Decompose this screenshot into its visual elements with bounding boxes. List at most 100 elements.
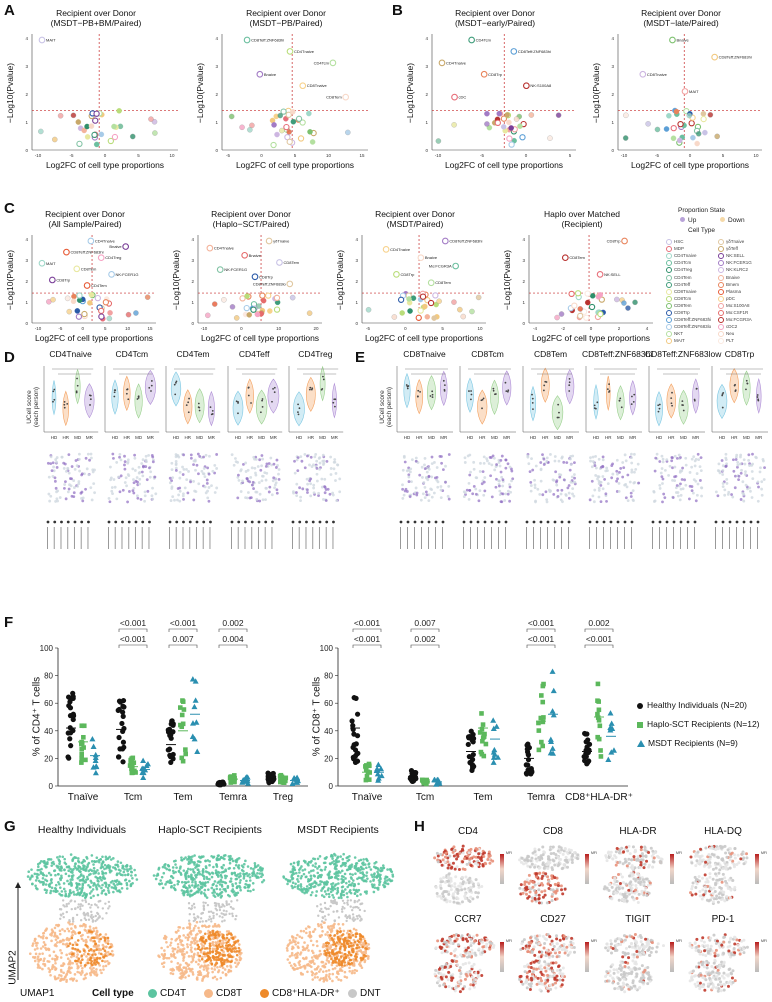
violin-dot xyxy=(407,385,410,387)
umap-cell-cd4t xyxy=(228,861,232,865)
umap-cell-cd8t xyxy=(191,937,194,940)
umap-cell-cd4t xyxy=(320,880,324,884)
umap-cell xyxy=(261,498,265,502)
umap-cell-cd4t xyxy=(378,883,381,887)
violin-dot xyxy=(212,409,215,412)
legend-up: Up xyxy=(680,217,696,224)
umap-cell-dnt xyxy=(90,903,93,907)
umap-cell-cd4t xyxy=(57,873,60,876)
umap-cell-cd8t xyxy=(28,952,32,956)
legend-celltype-item: CD4Tem xyxy=(666,274,692,281)
umap-cell xyxy=(419,498,423,502)
volcano-point xyxy=(484,121,490,127)
umap-cell-dnt xyxy=(79,905,82,908)
legend-swatch xyxy=(718,338,724,345)
violin-dot xyxy=(468,390,470,392)
umap-cell xyxy=(275,488,278,492)
volcano-point xyxy=(239,124,245,131)
data-point xyxy=(597,723,603,729)
umap-cell-cd4t xyxy=(330,875,334,879)
violin-dot xyxy=(734,389,737,391)
umap-cell xyxy=(149,470,153,474)
umap-cell-cd4t xyxy=(171,866,175,869)
umap-cell-dnt xyxy=(346,899,350,902)
umap-cell xyxy=(293,471,297,475)
umap-cell-cd8-hladr xyxy=(236,939,240,942)
volcano-point-label: NK:FCER1G xyxy=(224,267,247,272)
umap-cell xyxy=(405,490,409,493)
umap-cell-cd4t xyxy=(152,874,156,877)
ucell-subset-title: CD4Tcm xyxy=(115,349,149,359)
umap-cell-cd8t xyxy=(167,956,171,960)
umap-cell-cd4t xyxy=(252,867,255,871)
y-tick-label: 80 xyxy=(324,672,333,681)
gene-dot xyxy=(73,520,77,524)
umap-cell xyxy=(427,493,431,497)
umap-cell xyxy=(736,465,739,469)
umap-cell xyxy=(463,456,467,460)
gene-dot xyxy=(263,520,267,524)
umap-cell xyxy=(298,499,302,503)
legend-swatch xyxy=(718,239,724,245)
umap-cell-cd8t xyxy=(52,950,56,954)
violin-dot xyxy=(209,406,212,408)
umap-cell-cd4t xyxy=(186,887,189,890)
umap-cell-cd8t xyxy=(236,963,240,966)
volcano-point xyxy=(690,134,696,141)
volcano-point xyxy=(432,292,439,299)
volcano-point-labelled xyxy=(286,48,294,55)
data-point xyxy=(490,717,497,723)
data-point xyxy=(89,735,96,742)
umap-cell xyxy=(310,465,314,468)
volcano-point xyxy=(623,112,629,119)
umap-cell-cd4t xyxy=(320,894,324,897)
umap-cell xyxy=(303,452,307,456)
umap-cell-cd4t xyxy=(89,896,93,900)
group-label: HD xyxy=(530,435,537,440)
legend-celltype-item: CD4Tnaive xyxy=(666,253,697,260)
umap-cell-cd8t xyxy=(39,935,43,939)
umap-cell-cd4t xyxy=(57,858,61,861)
gene-dot xyxy=(714,520,718,524)
umap-cell-cd8t xyxy=(47,947,51,951)
umap-cell xyxy=(748,464,751,467)
x-tick-label: 2 xyxy=(618,326,621,331)
umap-cell-dnt xyxy=(73,900,77,903)
data-point xyxy=(120,713,126,719)
umap-cell-cd8-hladr xyxy=(99,937,103,941)
data-point xyxy=(547,749,554,756)
violin-dot xyxy=(633,393,636,396)
y-tick-label: 0 xyxy=(215,148,218,153)
gene-dotplot xyxy=(714,520,760,549)
x-axis-label: Log2FC of cell type proportions xyxy=(444,160,564,170)
umap-cell xyxy=(137,465,141,469)
volcano-point xyxy=(70,298,77,305)
umap-cell xyxy=(63,486,66,490)
umap-cell-cd4t xyxy=(37,865,40,869)
umap-cell-cd4t xyxy=(67,882,71,886)
data-point xyxy=(585,750,591,756)
umap-cell-cd4t xyxy=(333,865,337,869)
umap-cell-dnt xyxy=(104,902,107,905)
umap-cell xyxy=(594,474,598,477)
umap-cell-cd8-hladr xyxy=(77,931,81,935)
umap-cell-cd4t xyxy=(223,874,227,878)
umap-cell-cd8t xyxy=(205,964,208,968)
gene-label-bar xyxy=(182,527,184,549)
umap-cell-cd8t xyxy=(178,948,182,951)
gene-label-bar xyxy=(631,527,632,549)
volcano-point xyxy=(584,290,591,297)
umap-cell-cd8t xyxy=(94,932,98,936)
umap-cell-cd4t xyxy=(76,888,79,892)
umap-cell xyxy=(747,453,751,457)
umap-cell-cd4t xyxy=(44,865,48,869)
group-label: HR xyxy=(542,435,549,440)
umap-cell-cd8t xyxy=(39,947,43,950)
umap-cell-cd4t xyxy=(98,875,102,879)
umap-cell-cd8t xyxy=(37,934,41,938)
group-label: MD xyxy=(319,435,327,440)
umap-cell xyxy=(754,455,758,459)
p-value-bracket xyxy=(118,628,148,632)
umap-cell xyxy=(508,485,512,489)
umap-cell-cd4t xyxy=(104,885,108,888)
